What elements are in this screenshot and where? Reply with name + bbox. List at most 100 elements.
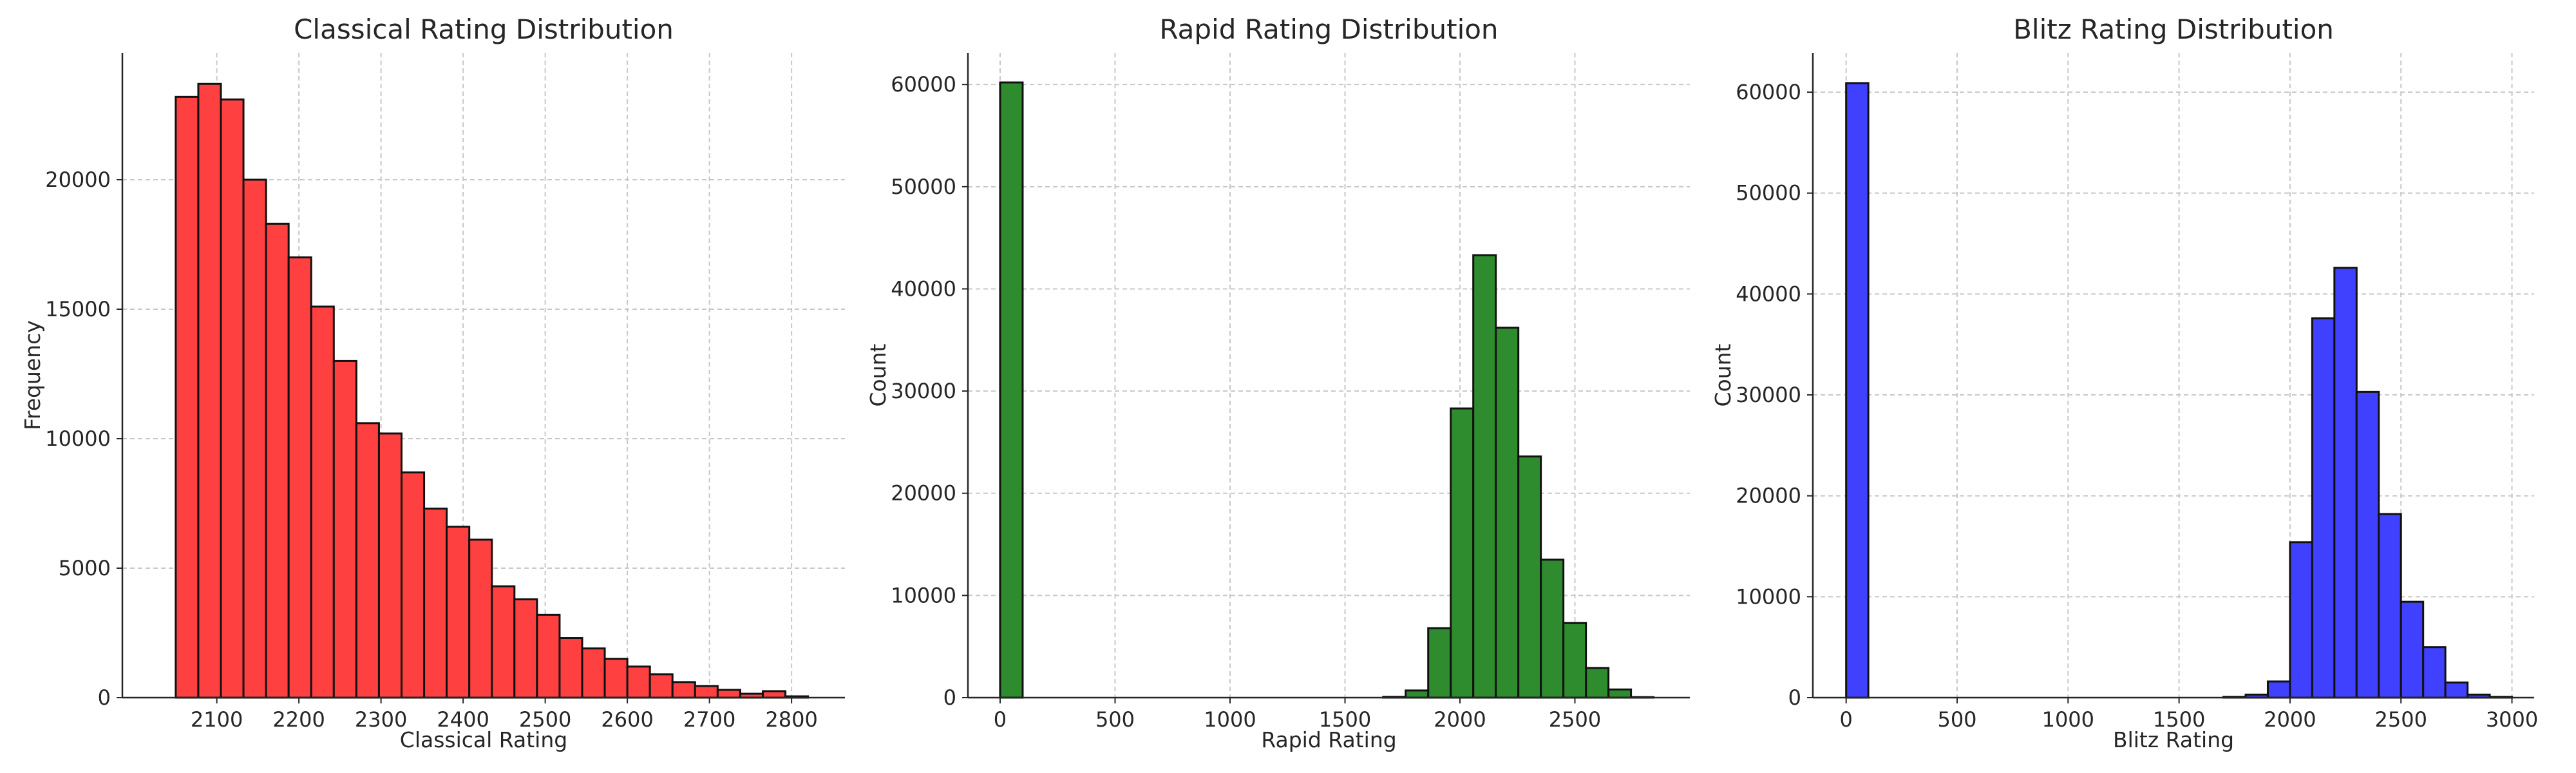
histogram-bar	[2400, 600, 2425, 699]
histogram-bar	[355, 422, 380, 699]
y-tick-label: 50000	[1736, 181, 1801, 205]
histogram-bar	[423, 508, 448, 699]
y-tick-label: 10000	[1736, 584, 1801, 609]
histogram-bar	[999, 81, 1024, 699]
histogram-bar	[536, 613, 561, 699]
histogram-bar	[513, 598, 538, 699]
histogram-bar	[287, 256, 312, 699]
x-tick-label: 3000	[2486, 707, 2538, 732]
grid	[1813, 53, 2534, 698]
x-tick-label: 500	[1095, 707, 1135, 732]
histogram-bar	[671, 681, 696, 699]
histogram-bar	[2289, 541, 2313, 699]
histogram-bar	[694, 685, 719, 699]
histogram-bar	[2333, 267, 2358, 699]
histogram-bar	[2422, 646, 2447, 699]
histogram-bar	[175, 95, 200, 699]
y-tick-label: 10000	[45, 426, 111, 451]
histogram-bar	[581, 647, 606, 699]
x-tick-label: 2000	[2264, 707, 2316, 732]
histogram-bar	[468, 539, 493, 699]
y-tick-label: 10000	[891, 583, 956, 607]
histogram-bar	[310, 305, 335, 699]
histogram-bar	[1450, 407, 1475, 699]
y-tick-label: 30000	[891, 379, 956, 403]
y-axis-label: Count	[866, 343, 891, 406]
grid	[968, 53, 1690, 698]
histogram-bar	[1472, 254, 1497, 699]
histogram-bar	[603, 658, 629, 699]
x-tick-label: 1000	[1204, 707, 1256, 732]
x-tick-label: 2500	[519, 707, 571, 732]
histogram-bar	[626, 665, 651, 699]
x-tick-label: 2400	[437, 707, 489, 732]
histogram-bar	[649, 673, 674, 699]
y-tick-label: 0	[1788, 685, 1801, 710]
y-tick-label: 20000	[45, 167, 111, 192]
y-tick-label: 0	[98, 685, 111, 710]
histogram-bar	[377, 432, 402, 699]
x-tick-label: 0	[1840, 707, 1853, 732]
x-tick-label: 2600	[601, 707, 653, 732]
histogram-bars	[175, 82, 810, 699]
y-tick-label: 40000	[1736, 282, 1801, 306]
histogram-bar	[1845, 82, 1870, 699]
x-tick-label: 2800	[765, 707, 817, 732]
histogram-bar	[265, 222, 290, 699]
y-tick-label: 50000	[891, 175, 956, 199]
x-tick-label: 2300	[355, 707, 407, 732]
histogram-bar	[1427, 627, 1452, 699]
x-tick-label: 2200	[272, 707, 325, 732]
x-tick-label: 2000	[1434, 707, 1486, 732]
histogram-bar	[197, 82, 222, 699]
histogram-bar	[491, 585, 516, 699]
histogram-bar	[332, 359, 357, 699]
x-tick-label: 500	[1937, 707, 1976, 732]
y-tick-label: 60000	[1736, 80, 1801, 104]
y-tick-label: 30000	[1736, 383, 1801, 407]
x-axis-label: Classical Rating	[400, 727, 567, 752]
histogram-bar	[1562, 622, 1587, 699]
x-tick-label: 2100	[191, 707, 243, 732]
histogram-bar	[1405, 689, 1430, 699]
histogram-bars	[999, 81, 1655, 699]
x-tick-label: 2700	[683, 707, 735, 732]
chart-title: Blitz Rating Distribution	[2013, 14, 2334, 45]
x-tick-label: 2500	[1549, 707, 1601, 732]
y-tick-label: 15000	[45, 297, 111, 321]
x-tick-label: 1500	[1319, 707, 1371, 732]
histogram-bar	[401, 471, 426, 699]
histogram-bar	[2311, 317, 2336, 699]
histogram-bar	[1495, 327, 1520, 699]
x-tick-label: 2500	[2375, 707, 2427, 732]
y-tick-label: 60000	[891, 72, 956, 97]
histogram-bar	[558, 637, 583, 699]
y-tick-label: 5000	[59, 556, 111, 580]
x-tick-label: 0	[994, 707, 1007, 732]
chart-title: Classical Rating Distribution	[294, 14, 674, 45]
histogram-bar	[1585, 667, 1610, 699]
histogram-bar	[2444, 682, 2469, 699]
histogram-bars	[1845, 82, 2514, 699]
histogram-bar	[446, 526, 471, 699]
histogram-bar	[1517, 455, 1542, 699]
x-tick-label: 1000	[2042, 707, 2094, 732]
y-tick-label: 40000	[891, 276, 956, 301]
panel-classical-rating: Classical Rating Distribution Classical …	[20, 14, 845, 752]
histogram-bar	[242, 178, 267, 699]
histogram-bar	[1607, 688, 1633, 699]
x-axis-label: Blitz Rating	[2113, 727, 2234, 752]
histogram-bar	[2355, 390, 2380, 699]
panel-rapid-rating: Rapid Rating Distribution Rapid Rating C…	[866, 14, 1690, 752]
y-axis-label: Count	[1710, 343, 1736, 406]
y-axis-label: Frequency	[20, 320, 45, 430]
histogram-bar	[220, 98, 245, 699]
histogram-bar	[2378, 513, 2402, 699]
y-tick-label: 20000	[891, 481, 956, 506]
histogram-bar	[762, 690, 787, 699]
x-tick-label: 1500	[2153, 707, 2205, 732]
histogram-bar	[716, 689, 741, 699]
y-tick-label: 0	[943, 685, 956, 710]
x-axis-label: Rapid Rating	[1261, 727, 1396, 752]
